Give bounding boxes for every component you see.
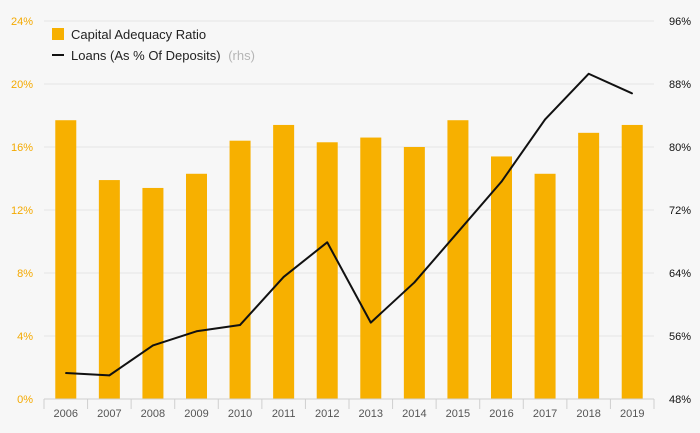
left-tick-label: 8%	[17, 268, 33, 280]
axes: 0% 48% 4% 56% 8% 64% 12% 72% 16% 80% 20% 88% 24% 96% 2…	[11, 16, 691, 420]
bar	[229, 140, 251, 399]
line-point	[108, 374, 111, 377]
bar	[447, 120, 469, 399]
line-point	[282, 276, 285, 278]
line-point	[64, 372, 67, 374]
line-point	[152, 344, 154, 347]
left-tick-label: 4%	[17, 331, 33, 343]
line-point	[544, 118, 546, 121]
right-tick-label: 80%	[669, 142, 691, 154]
x-tick-label: 2016	[489, 408, 513, 420]
bar	[316, 142, 338, 399]
left-tick-label: 16%	[11, 142, 33, 154]
line-point	[239, 324, 241, 326]
line-point	[369, 321, 372, 324]
x-tick-label: 2012	[315, 408, 339, 420]
right-tick-label: 64%	[669, 268, 691, 280]
left-tick-label: 24%	[11, 16, 33, 28]
bar	[98, 180, 120, 399]
x-tick-label: 2014	[402, 408, 426, 420]
left-tick-label: 12%	[11, 205, 33, 217]
legend-label-capital-adequacy: Capital Adequacy Ratio	[71, 27, 206, 42]
x-tick-label: 2010	[228, 408, 252, 420]
line-point	[195, 330, 198, 333]
bar	[491, 156, 512, 399]
line-point	[631, 92, 634, 95]
bar	[403, 147, 425, 399]
x-tick-label: 2007	[97, 408, 121, 420]
left-tick-label: 20%	[11, 79, 33, 91]
bar	[186, 173, 207, 399]
x-tick-label: 2006	[54, 408, 78, 420]
line-point	[413, 281, 416, 284]
right-tick-label: 56%	[669, 331, 691, 343]
bar	[534, 173, 556, 399]
loans-line	[65, 72, 633, 377]
x-tick-label: 2015	[446, 408, 470, 420]
bar	[360, 137, 382, 400]
x-tick-label: 2018	[576, 408, 600, 420]
right-tick-label: 96%	[669, 16, 691, 28]
line-point	[500, 180, 503, 183]
right-tick-label: 72%	[669, 205, 691, 217]
bar	[273, 124, 295, 399]
line-point	[457, 231, 459, 233]
line-series	[64, 72, 634, 377]
legend-label-loans-text: Loans (As % Of Deposits)	[71, 48, 221, 63]
legend-swatch-capital-adequacy	[52, 28, 64, 40]
legend-label-loans-note: (rhs)	[228, 48, 255, 63]
x-tick-label: 2017	[533, 408, 557, 420]
gridlines	[44, 20, 654, 400]
x-tick-label: 2009	[184, 408, 208, 420]
x-tick-label: 2011	[272, 408, 296, 420]
line-point	[326, 241, 329, 244]
x-tick-label: 2019	[620, 408, 644, 420]
right-tick-label: 48%	[669, 394, 691, 406]
legend-label-loans: Loans (As % Of Deposits) (rhs)	[71, 48, 255, 63]
legend: Capital Adequacy Ratio Loans (As % Of De…	[52, 27, 255, 63]
x-tick-label: 2013	[359, 408, 383, 420]
right-tick-label: 88%	[669, 79, 691, 91]
bar	[55, 120, 77, 399]
line-point	[587, 72, 590, 75]
bar	[621, 124, 643, 399]
bar	[578, 132, 600, 399]
bar	[142, 187, 164, 399]
left-tick-label: 0%	[17, 394, 33, 406]
x-tick-label: 2008	[141, 408, 165, 420]
bars	[55, 120, 643, 400]
